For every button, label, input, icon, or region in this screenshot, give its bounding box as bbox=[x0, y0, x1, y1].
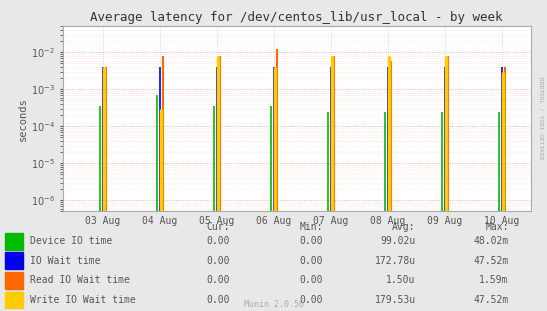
Text: 0.00: 0.00 bbox=[206, 256, 230, 266]
Text: 179.53u: 179.53u bbox=[375, 295, 416, 305]
Text: 48.02m: 48.02m bbox=[474, 236, 509, 246]
Text: 1.50u: 1.50u bbox=[386, 276, 416, 285]
Bar bbox=[5, 272, 23, 289]
Text: 0.00: 0.00 bbox=[206, 236, 230, 246]
Bar bbox=[5, 253, 23, 269]
Text: 1.59m: 1.59m bbox=[479, 276, 509, 285]
Text: 172.78u: 172.78u bbox=[375, 256, 416, 266]
Text: 0.00: 0.00 bbox=[299, 295, 323, 305]
Text: RRDTOOL / TOBI OETIKER: RRDTOOL / TOBI OETIKER bbox=[538, 77, 543, 160]
Text: Write IO Wait time: Write IO Wait time bbox=[30, 295, 136, 305]
Title: Average latency for /dev/centos_lib/usr_local - by week: Average latency for /dev/centos_lib/usr_… bbox=[90, 11, 503, 24]
Text: 99.02u: 99.02u bbox=[381, 236, 416, 246]
Text: Max:: Max: bbox=[485, 222, 509, 232]
Text: 0.00: 0.00 bbox=[299, 236, 323, 246]
Text: Avg:: Avg: bbox=[392, 222, 416, 232]
Text: 0.00: 0.00 bbox=[206, 276, 230, 285]
Text: Read IO Wait time: Read IO Wait time bbox=[30, 276, 130, 285]
Bar bbox=[5, 292, 23, 309]
Y-axis label: seconds: seconds bbox=[18, 97, 28, 141]
Text: 47.52m: 47.52m bbox=[474, 295, 509, 305]
Text: Device IO time: Device IO time bbox=[30, 236, 112, 246]
Text: Munin 2.0.56: Munin 2.0.56 bbox=[243, 300, 304, 309]
Text: Cur:: Cur: bbox=[206, 222, 230, 232]
Bar bbox=[5, 233, 23, 250]
Text: Min:: Min: bbox=[299, 222, 323, 232]
Text: 0.00: 0.00 bbox=[299, 276, 323, 285]
Text: 0.00: 0.00 bbox=[299, 256, 323, 266]
Text: 47.52m: 47.52m bbox=[474, 256, 509, 266]
Text: 0.00: 0.00 bbox=[206, 295, 230, 305]
Text: IO Wait time: IO Wait time bbox=[30, 256, 101, 266]
